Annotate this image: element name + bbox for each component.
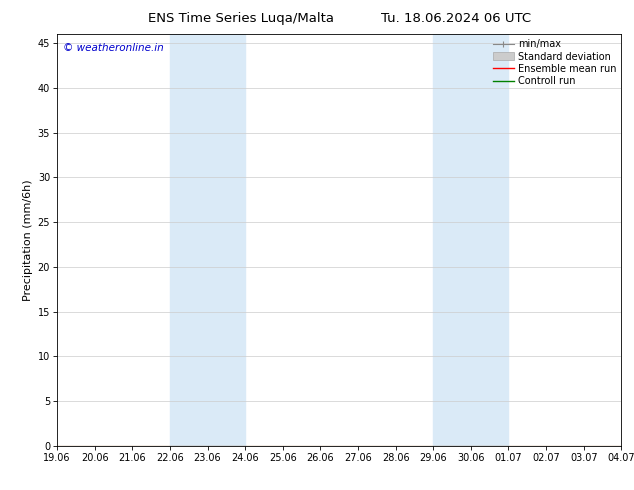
Text: © weatheronline.in: © weatheronline.in bbox=[63, 43, 164, 52]
Bar bbox=[170, 34, 245, 446]
Text: ENS Time Series Luqa/Malta: ENS Time Series Luqa/Malta bbox=[148, 12, 334, 25]
Legend: min/max, Standard deviation, Ensemble mean run, Controll run: min/max, Standard deviation, Ensemble me… bbox=[491, 37, 618, 88]
Bar bbox=[433, 34, 508, 446]
Text: Tu. 18.06.2024 06 UTC: Tu. 18.06.2024 06 UTC bbox=[382, 12, 531, 25]
Y-axis label: Precipitation (mm/6h): Precipitation (mm/6h) bbox=[23, 179, 34, 301]
